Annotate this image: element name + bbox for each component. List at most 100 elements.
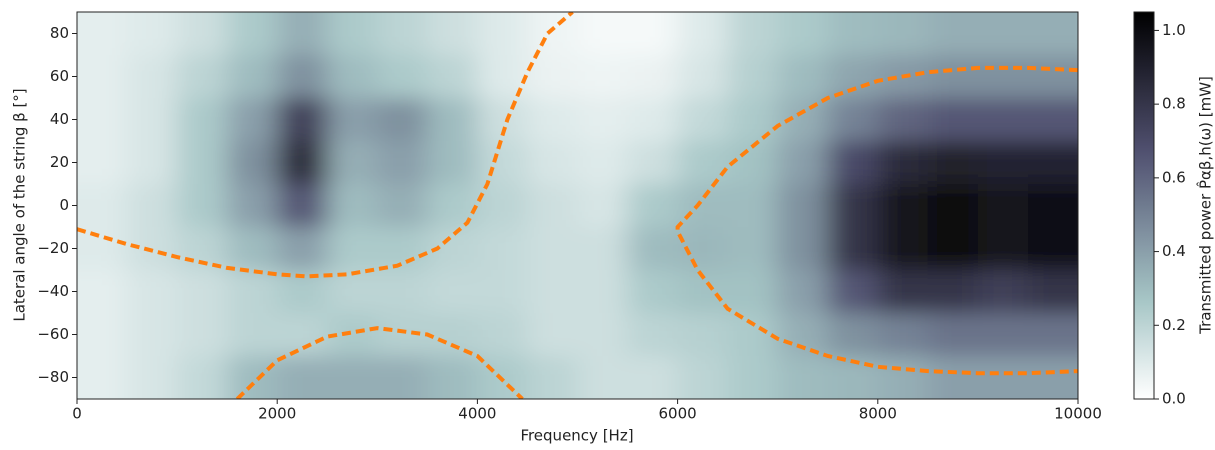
- contour-line: [675, 65, 1078, 376]
- colorbar-tick-label: 0.4: [1162, 242, 1186, 260]
- heat-cell: [777, 270, 829, 314]
- heat-cell: [327, 270, 378, 314]
- heat-cell: [977, 356, 1029, 399]
- colorbar-tick-label: 0.2: [1162, 316, 1186, 334]
- heat-cell: [977, 313, 1029, 357]
- heat-cell: [377, 98, 428, 142]
- contour-line: [235, 326, 524, 399]
- heat-cell: [977, 98, 1029, 142]
- heat-cell: [727, 98, 779, 142]
- heatmap-cells: [77, 12, 1078, 399]
- heat-cell: [1027, 55, 1078, 99]
- heat-cell: [377, 141, 428, 185]
- heat-cell: [877, 313, 929, 357]
- heat-cell: [677, 141, 729, 185]
- heat-cell: [127, 98, 178, 142]
- x-tick-label: 6000: [659, 405, 697, 423]
- y-tick-label: −20: [37, 239, 69, 257]
- heat-cell: [577, 184, 629, 228]
- heat-cell: [427, 55, 478, 99]
- heat-cell: [377, 55, 428, 99]
- heat-cell: [927, 12, 979, 56]
- colorbar-label: Transmitted power P̂αβ,h(ω) [mW]: [1196, 76, 1215, 335]
- heat-cell: [727, 184, 779, 228]
- heat-cell: [927, 55, 979, 99]
- heat-cell: [527, 270, 578, 314]
- heat-cell: [577, 98, 629, 142]
- heat-cell: [227, 313, 278, 357]
- heat-cell: [77, 12, 128, 56]
- heat-cell: [277, 356, 328, 399]
- heat-cell: [627, 12, 679, 56]
- heat-cell: [977, 141, 1029, 185]
- heat-cell: [827, 313, 879, 357]
- y-tick-label: 0: [59, 196, 69, 214]
- heat-cell: [727, 55, 779, 99]
- heat-cell: [577, 270, 629, 314]
- heat-cell: [77, 98, 128, 142]
- heat-cell: [227, 227, 278, 271]
- heat-cell: [977, 227, 1029, 271]
- y-tick-label: 80: [50, 24, 69, 42]
- heat-cell: [827, 55, 879, 99]
- heat-cell: [527, 356, 578, 399]
- heat-cell: [227, 12, 278, 56]
- heat-cell: [827, 141, 879, 185]
- heat-cell: [777, 356, 829, 399]
- colorbar-tick-label: 1.0: [1162, 21, 1186, 39]
- heat-cell: [577, 356, 629, 399]
- heat-cell: [177, 55, 228, 99]
- heat-cell: [527, 55, 578, 99]
- heat-cell: [377, 270, 428, 314]
- heat-cell: [427, 141, 478, 185]
- heat-cell: [277, 184, 328, 228]
- heat-cell: [577, 313, 629, 357]
- heat-cell: [77, 313, 128, 357]
- heat-cell: [427, 313, 478, 357]
- heat-cell: [77, 356, 128, 399]
- heat-cell: [1027, 98, 1078, 142]
- heat-cell: [427, 270, 478, 314]
- heat-cell: [327, 98, 378, 142]
- heat-cell: [377, 313, 428, 357]
- heat-cell: [627, 356, 679, 399]
- x-tick-label: 2000: [258, 405, 296, 423]
- heat-cell: [777, 141, 829, 185]
- heat-cell: [427, 98, 478, 142]
- heat-cell: [627, 98, 679, 142]
- heat-cell: [777, 12, 829, 56]
- heat-cell: [427, 12, 478, 56]
- heat-cell: [877, 227, 929, 271]
- x-tick-label: 0: [72, 405, 82, 423]
- heat-cell: [327, 227, 378, 271]
- heat-cell: [577, 141, 629, 185]
- heat-cell: [777, 227, 829, 271]
- heat-cell: [527, 98, 578, 142]
- heat-cell: [627, 141, 679, 185]
- heat-cell: [527, 141, 578, 185]
- heat-cell: [627, 270, 679, 314]
- heat-cell: [1027, 184, 1078, 228]
- heat-cell: [127, 270, 178, 314]
- heat-cell: [327, 356, 378, 399]
- heat-cell: [627, 184, 679, 228]
- heat-cell: [527, 184, 578, 228]
- heat-cell: [377, 184, 428, 228]
- colorbar-tick-label: 0.6: [1162, 168, 1186, 186]
- heat-cell: [627, 55, 679, 99]
- heat-cell: [177, 356, 228, 399]
- heat-cell: [77, 55, 128, 99]
- heat-cell: [1027, 356, 1078, 399]
- y-tick-label: −40: [37, 282, 69, 300]
- heat-cell: [677, 313, 729, 357]
- heat-cell: [1027, 12, 1078, 56]
- heat-cell: [477, 313, 528, 357]
- heat-cell: [177, 270, 228, 314]
- heat-cell: [227, 356, 278, 399]
- heat-cell: [677, 98, 729, 142]
- heat-cell: [227, 55, 278, 99]
- heat-cell: [827, 184, 879, 228]
- heat-cell: [177, 98, 228, 142]
- heat-cell: [327, 55, 378, 99]
- heat-cell: [127, 141, 178, 185]
